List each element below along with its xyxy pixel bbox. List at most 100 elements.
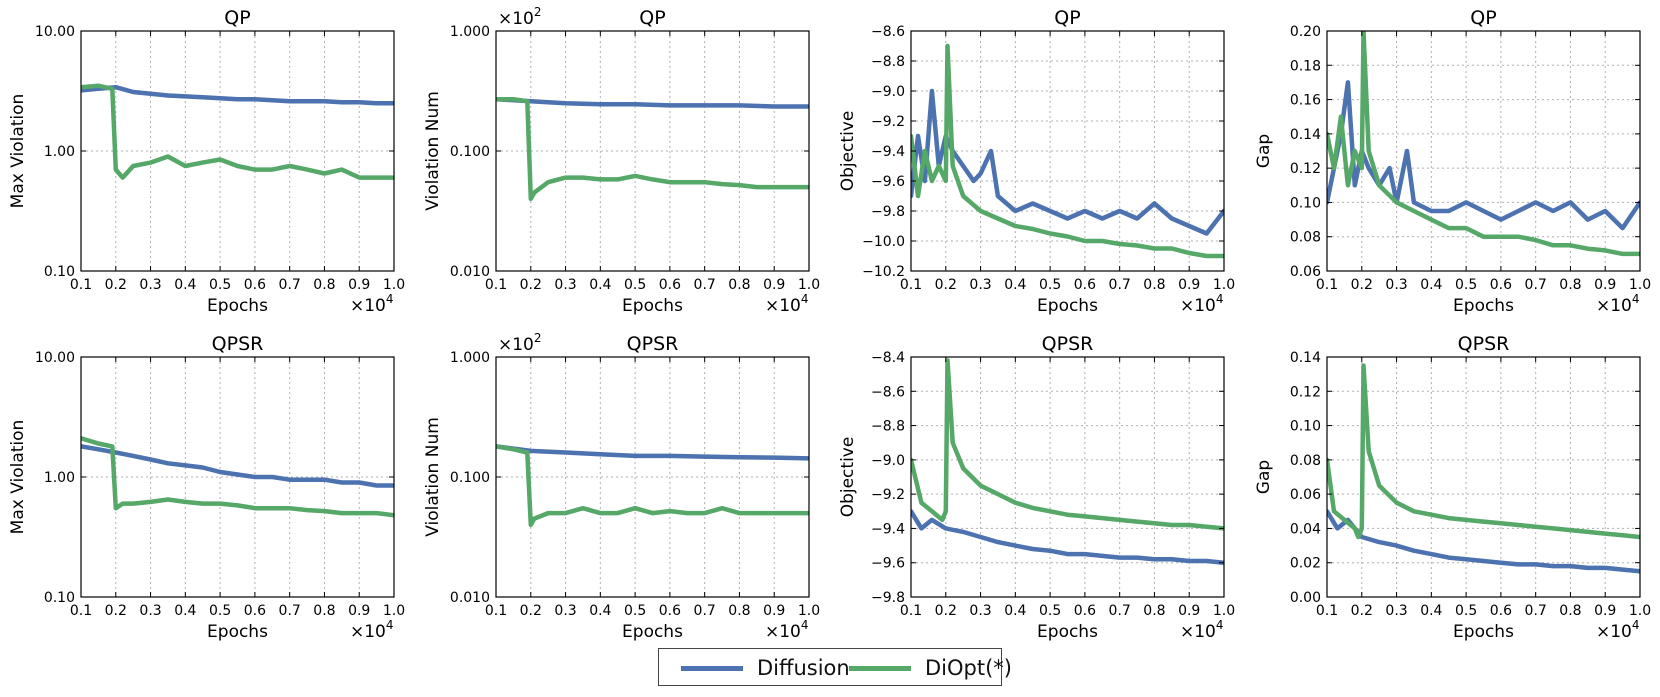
x-tick-label: 0.2: [105, 277, 127, 293]
x-tick-label: 1.0: [798, 277, 820, 293]
subplot-title: QPSR: [1042, 333, 1094, 355]
y-tick-label: 0.20: [1290, 24, 1321, 40]
x-tick-label: 0.8: [1559, 603, 1581, 619]
x-tick-label: 0.8: [313, 277, 335, 293]
x-tick-label: 0.1: [1316, 603, 1338, 619]
x-axis-multiplier: ×104: [1180, 292, 1224, 316]
x-tick-label: 0.6: [244, 603, 266, 619]
series-line-diffusion: [496, 444, 809, 461]
subplot-6: 0.1 0.2 0.3 0.4 0.5 0.6 0.7 0.8 0.9 1.0 0.010 0.100…: [423, 331, 820, 642]
x-tick-label: 0.7: [1525, 603, 1547, 619]
y-tick-label: 0.04: [1290, 521, 1321, 537]
y-tick-label: 0.100: [450, 470, 490, 486]
x-tick-label: 0.3: [969, 603, 991, 619]
y-tick-label: 0.08: [1290, 230, 1321, 246]
x-tick-label: 0.7: [1525, 277, 1547, 293]
x-tick-label: 0.9: [1178, 277, 1200, 293]
y-axis-multiplier: ×102: [498, 331, 542, 355]
y-tick-label: −9.2: [871, 487, 905, 503]
x-axis-multiplier: ×104: [1596, 618, 1640, 642]
subplot-title: QP: [639, 7, 665, 29]
x-tick-label: 0.5: [1455, 603, 1477, 619]
subplot-7: 0.1 0.2 0.3 0.4 0.5 0.6 0.7 0.8 0.9 1.0 −9.8 −9.6 −9…: [838, 333, 1235, 642]
y-tick-label: −9.2: [871, 114, 905, 130]
y-tick-label: 10.00: [35, 350, 75, 366]
y-tick-label: −9.6: [871, 174, 905, 190]
x-tick-label: 0.4: [1004, 603, 1026, 619]
x-axis-label: Epochs: [1453, 296, 1514, 316]
y-axis-label: Objective: [838, 111, 858, 192]
series-line-diffusion: [1327, 509, 1640, 574]
x-tick-label: 1.0: [1213, 277, 1235, 293]
y-tick-label: 0.00: [1290, 590, 1321, 606]
x-tick-label: 0.2: [520, 603, 542, 619]
y-tick-label: −9.6: [871, 556, 905, 572]
x-tick-label: 0.9: [1594, 277, 1616, 293]
series-line-diopt: [1327, 31, 1640, 257]
x-axis-multiplier: ×104: [1180, 618, 1224, 642]
series-line-diffusion: [496, 96, 809, 109]
y-tick-label: 1.000: [450, 350, 490, 366]
x-tick-label: 0.3: [139, 603, 161, 619]
x-tick-label: 0.1: [70, 277, 92, 293]
y-tick-label: 10.00: [35, 24, 75, 40]
subplot-5: 0.1 0.2 0.3 0.4 0.5 0.6 0.7 0.8 0.9 1.0 0.10 1.00 10…: [8, 333, 405, 642]
x-tick-label: 0.8: [728, 603, 750, 619]
subplot-title: QP: [1470, 7, 1496, 29]
subplot-8: 0.1 0.2 0.3 0.4 0.5 0.6 0.7 0.8 0.9 1.0 0.00 0.02 0.…: [1254, 333, 1651, 642]
x-axis-label: Epochs: [207, 622, 268, 642]
axes-frame: [1326, 356, 1641, 598]
x-tick-label: 0.3: [1385, 277, 1407, 293]
y-axis-label: Violation Num: [423, 417, 443, 537]
series-line-diopt: [1327, 363, 1640, 540]
x-tick-label: 0.8: [728, 277, 750, 293]
y-tick-label: 0.100: [450, 144, 490, 160]
y-tick-label: −10.0: [862, 234, 905, 250]
x-tick-label: 0.1: [485, 277, 507, 293]
x-tick-label: 0.6: [244, 277, 266, 293]
legend: Diffusion DiOpt(*): [658, 648, 1012, 686]
x-tick-label: 0.8: [1559, 277, 1581, 293]
y-tick-label: 0.18: [1290, 58, 1321, 74]
axes-frame: [910, 356, 1225, 598]
y-tick-label: 0.010: [450, 264, 490, 280]
x-tick-label: 0.2: [1351, 277, 1373, 293]
series-line-diffusion: [1327, 80, 1640, 231]
x-tick-label: 0.7: [694, 603, 716, 619]
y-tick-label: 0.10: [1290, 419, 1321, 435]
x-tick-label: 1.0: [1629, 603, 1651, 619]
x-tick-label: 0.7: [279, 277, 301, 293]
y-tick-label: −9.4: [871, 521, 905, 537]
series-line-diopt: [496, 444, 809, 528]
x-tick-label: 0.9: [1594, 603, 1616, 619]
y-tick-label: −9.0: [871, 453, 905, 469]
y-axis-label: Objective: [838, 437, 858, 518]
y-axis-label: Max Violation: [8, 420, 28, 535]
legend-label-diffusion: Diffusion: [757, 656, 850, 680]
x-tick-label: 0.7: [1109, 277, 1131, 293]
x-axis-multiplier: ×104: [350, 618, 394, 642]
series-line-diopt: [81, 436, 394, 518]
x-tick-label: 0.1: [70, 603, 92, 619]
x-axis-multiplier: ×104: [1596, 292, 1640, 316]
x-tick-label: 0.8: [1143, 277, 1165, 293]
y-tick-label: −8.8: [871, 54, 905, 70]
x-tick-label: 0.4: [1420, 277, 1442, 293]
x-tick-label: 0.7: [279, 603, 301, 619]
x-axis-label: Epochs: [622, 622, 683, 642]
x-tick-label: 0.6: [1490, 603, 1512, 619]
subplot-title: QPSR: [627, 333, 679, 355]
subplot-4: 0.1 0.2 0.3 0.4 0.5 0.6 0.7 0.8 0.9 1.0 0.06 0.08 0.…: [1254, 7, 1651, 316]
series-line-diffusion: [81, 84, 394, 106]
x-tick-label: 0.5: [209, 277, 231, 293]
x-tick-label: 0.3: [554, 277, 576, 293]
y-tick-label: −9.4: [871, 144, 905, 160]
x-axis-label: Epochs: [622, 296, 683, 316]
x-axis-label: Epochs: [1037, 296, 1098, 316]
x-axis-label: Epochs: [207, 296, 268, 316]
x-tick-label: 0.8: [1143, 603, 1165, 619]
y-tick-label: 1.00: [44, 144, 75, 160]
x-tick-label: 0.9: [763, 603, 785, 619]
y-tick-label: 0.16: [1290, 93, 1321, 109]
